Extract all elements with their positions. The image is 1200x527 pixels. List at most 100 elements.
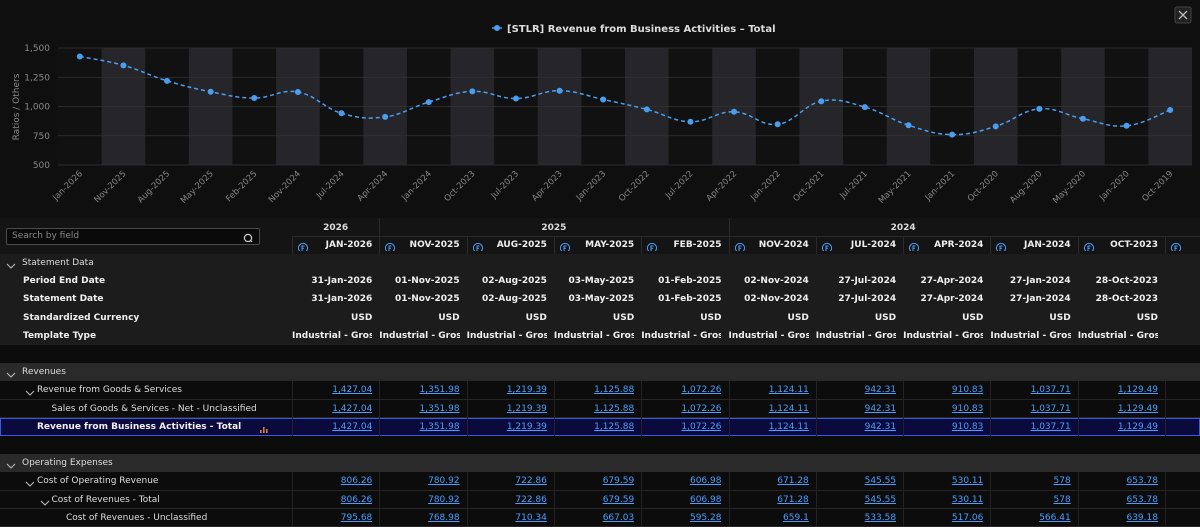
cell-link[interactable]: 1,351.98 xyxy=(419,385,460,396)
data-point xyxy=(207,88,214,95)
cell-link[interactable]: 1,129.49 xyxy=(1117,385,1158,396)
cell-separator xyxy=(553,399,555,418)
cell-link[interactable]: 1,072.26 xyxy=(681,421,722,432)
cell-separator xyxy=(379,472,381,491)
cell-link[interactable]: 639.18 xyxy=(1126,512,1158,523)
cell-link[interactable]: 1,125.88 xyxy=(594,421,635,432)
cell-link[interactable]: 722.86 xyxy=(515,476,547,487)
cell-value: Industrial - Gross... xyxy=(553,330,635,341)
cell-link[interactable]: 1,219.39 xyxy=(506,385,547,396)
cell-value: 27-Jul-2024 xyxy=(838,276,897,287)
cell-link[interactable]: 530.11 xyxy=(951,476,984,487)
data-point xyxy=(469,88,476,95)
cell-separator xyxy=(466,508,468,527)
cell-link[interactable]: 1,125.88 xyxy=(594,385,635,396)
cell-link[interactable]: 942.31 xyxy=(864,403,897,414)
cell-value: 03-May-2025 xyxy=(568,276,635,287)
cell-link[interactable]: 722.86 xyxy=(515,494,547,505)
cell-link[interactable]: 1,125.88 xyxy=(594,403,635,414)
cell-link[interactable]: 566.41 xyxy=(1039,512,1071,523)
cell-link[interactable]: 595.28 xyxy=(689,512,722,523)
cell-separator xyxy=(466,472,468,491)
cell-separator xyxy=(1165,417,1166,436)
cell-separator xyxy=(728,399,730,418)
filing-icon-glyph xyxy=(647,242,658,251)
cell-link[interactable]: 710.34 xyxy=(515,512,547,523)
cell-link[interactable]: 578 xyxy=(1053,476,1071,487)
cell-link[interactable]: 1,072.26 xyxy=(681,385,722,396)
cell-link[interactable]: 533.58 xyxy=(864,512,897,523)
filing-icon-glyph xyxy=(385,242,396,251)
cell-link[interactable]: 653.78 xyxy=(1126,476,1158,487)
cell-link[interactable]: 606.98 xyxy=(689,494,722,505)
cell-link[interactable]: 530.11 xyxy=(951,494,984,505)
column-header: JUL-2024 xyxy=(850,240,897,250)
data-point xyxy=(818,98,825,105)
cell-link[interactable]: 806.26 xyxy=(340,476,373,487)
column-separator xyxy=(379,236,381,255)
cell-separator xyxy=(728,417,730,436)
cell-separator xyxy=(990,472,992,491)
cell-link[interactable]: 667.03 xyxy=(602,512,635,523)
cell-separator xyxy=(815,399,817,418)
data-point xyxy=(425,99,432,106)
cell-link[interactable]: 671.28 xyxy=(777,476,809,487)
cell-link[interactable]: 1,124.11 xyxy=(768,421,809,432)
close-button[interactable] xyxy=(1174,6,1192,24)
cell-link[interactable]: 942.31 xyxy=(864,385,897,396)
cell-separator xyxy=(990,490,992,509)
cell-link[interactable]: 1,351.98 xyxy=(419,421,460,432)
cell-link[interactable]: 1,427.04 xyxy=(332,403,373,414)
filing-icon xyxy=(559,239,571,251)
cell-link[interactable]: 795.68 xyxy=(340,512,373,523)
cell-link[interactable]: 1,129.49 xyxy=(1117,421,1158,432)
cell-link[interactable]: 1,072.26 xyxy=(681,403,722,414)
search-box[interactable] xyxy=(6,228,260,245)
cell-link[interactable]: 780.92 xyxy=(428,476,460,487)
cell-link[interactable]: 1,037.71 xyxy=(1030,385,1071,396)
cell-link[interactable]: 679.59 xyxy=(602,476,635,487)
cell-link[interactable]: 1,124.11 xyxy=(768,403,809,414)
cell-link[interactable]: 1,129.49 xyxy=(1117,403,1158,414)
cell-link[interactable]: 1,427.04 xyxy=(332,385,373,396)
cell-link[interactable]: 659.1 xyxy=(783,512,809,523)
cell-separator xyxy=(728,472,730,491)
cell-separator xyxy=(292,399,293,418)
cell-link[interactable]: 671.28 xyxy=(777,494,809,505)
cell-link[interactable]: 1,427.04 xyxy=(332,421,373,432)
cell-link[interactable]: 942.31 xyxy=(864,421,897,432)
cell-value: 27-Jan-2024 xyxy=(1009,276,1071,287)
cell-link[interactable]: 679.59 xyxy=(602,494,635,505)
cell-link[interactable]: 578 xyxy=(1053,494,1071,505)
cell-link[interactable]: 1,037.71 xyxy=(1030,403,1071,414)
cell-link[interactable]: 545.55 xyxy=(864,494,897,505)
cell-link[interactable]: 517.06 xyxy=(951,512,984,523)
data-point xyxy=(992,123,999,130)
expand-chevron xyxy=(24,384,36,397)
cell-link[interactable]: 1,037.71 xyxy=(1030,421,1071,432)
row-label: Cost of Revenues - Unclassified xyxy=(66,512,208,523)
y-tick-label: 1,000 xyxy=(24,103,50,113)
cell-link[interactable]: 1,219.39 xyxy=(506,403,547,414)
cell-link[interactable]: 545.55 xyxy=(864,476,897,487)
cell-link[interactable]: 1,219.39 xyxy=(506,421,547,432)
cell-link[interactable]: 806.26 xyxy=(340,494,373,505)
column-header: NOV-2025 xyxy=(409,240,460,250)
cell-link[interactable]: 780.92 xyxy=(428,494,460,505)
series-line xyxy=(79,55,1171,136)
cell-value: 01-Nov-2025 xyxy=(394,276,460,287)
section-title: Operating Expenses xyxy=(22,458,113,469)
cell-link[interactable]: 606.98 xyxy=(689,476,722,487)
cell-separator xyxy=(815,417,817,436)
cell-link[interactable]: 1,124.11 xyxy=(768,385,809,396)
cell-link[interactable]: 653.78 xyxy=(1126,494,1158,505)
filing-icon xyxy=(297,239,309,251)
row-separator xyxy=(0,398,1200,400)
cell-link[interactable]: 1,351.98 xyxy=(419,403,460,414)
cell-link[interactable]: 768.98 xyxy=(428,512,460,523)
cell-link[interactable]: 910.83 xyxy=(951,385,984,396)
column-separator xyxy=(466,236,468,255)
cell-link[interactable]: 910.83 xyxy=(951,403,984,414)
data-point xyxy=(338,110,345,117)
cell-link[interactable]: 910.83 xyxy=(951,421,984,432)
